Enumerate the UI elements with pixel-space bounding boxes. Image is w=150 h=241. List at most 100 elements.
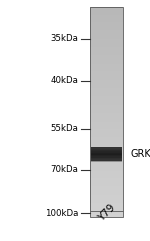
Bar [90, 166, 123, 167]
Bar [90, 214, 123, 215]
Bar [90, 63, 123, 64]
Bar [90, 179, 123, 180]
Bar [91, 160, 122, 161]
Bar [90, 156, 123, 157]
Bar [90, 211, 123, 212]
Bar [90, 158, 123, 159]
Bar [90, 190, 123, 191]
Bar [91, 148, 122, 149]
Bar [90, 178, 123, 179]
Bar [91, 159, 122, 160]
Bar [91, 156, 122, 157]
Bar [90, 52, 123, 53]
Bar [90, 167, 123, 168]
Bar [90, 42, 123, 43]
Bar [90, 104, 123, 105]
Bar [91, 152, 122, 153]
Text: Y79: Y79 [97, 202, 118, 223]
Bar [90, 35, 123, 37]
Bar [91, 154, 122, 155]
Bar [91, 161, 122, 162]
Bar [90, 139, 123, 140]
Bar [90, 87, 123, 88]
Bar [90, 8, 123, 9]
Bar [90, 184, 123, 186]
Bar [90, 7, 123, 217]
Text: 55kDa: 55kDa [50, 124, 78, 134]
Bar [90, 126, 123, 127]
Bar [90, 68, 123, 69]
Bar [90, 120, 123, 121]
Bar [90, 65, 123, 66]
Bar [90, 115, 123, 116]
Bar [90, 55, 123, 56]
Bar [90, 77, 123, 79]
Bar [90, 119, 123, 120]
Bar [90, 133, 123, 134]
Text: GRK1: GRK1 [130, 149, 150, 159]
Bar [90, 28, 123, 29]
Bar [90, 76, 123, 77]
Bar [90, 164, 123, 166]
Bar [90, 7, 123, 8]
Bar [90, 18, 123, 19]
Bar [90, 205, 123, 206]
Bar [90, 24, 123, 25]
Bar [90, 136, 123, 137]
Bar [90, 50, 123, 51]
Bar [90, 168, 123, 169]
Bar [90, 151, 123, 152]
Bar [90, 110, 123, 111]
Bar [90, 29, 123, 30]
Bar [90, 46, 123, 47]
Bar [90, 127, 123, 128]
Bar [91, 158, 122, 159]
Bar [90, 208, 123, 210]
Bar [90, 109, 123, 110]
Bar [90, 131, 123, 132]
Bar [90, 180, 123, 181]
Bar [90, 73, 123, 74]
Bar [90, 189, 123, 190]
Bar [90, 10, 123, 11]
Bar [90, 148, 123, 149]
Bar [90, 183, 123, 184]
Bar [90, 199, 123, 200]
Bar [90, 106, 123, 107]
Bar [90, 95, 123, 96]
Bar [90, 66, 123, 67]
Bar [90, 80, 123, 82]
Bar [90, 157, 123, 158]
Bar [90, 9, 123, 10]
Bar [90, 94, 123, 95]
Bar [91, 154, 122, 155]
Text: 35kDa: 35kDa [50, 34, 78, 43]
Bar [90, 173, 123, 174]
Bar [91, 151, 122, 152]
Bar [90, 47, 123, 48]
Bar [90, 187, 123, 189]
Bar [90, 203, 123, 204]
Bar [91, 150, 122, 151]
Bar [90, 111, 123, 112]
Bar [90, 83, 123, 84]
Bar [91, 153, 122, 154]
Bar [90, 30, 123, 31]
Bar [90, 103, 123, 104]
Bar [90, 162, 123, 163]
Bar [91, 147, 122, 161]
Bar [90, 105, 123, 106]
Bar [90, 112, 123, 113]
Bar [90, 122, 123, 124]
Text: 100kDa: 100kDa [45, 209, 78, 218]
Bar [90, 25, 123, 26]
Bar [90, 14, 123, 16]
Bar [90, 53, 123, 54]
Bar [90, 154, 123, 155]
Bar [90, 204, 123, 205]
Bar [90, 85, 123, 86]
Bar [90, 43, 123, 44]
Bar [90, 174, 123, 175]
Bar [90, 159, 123, 160]
Bar [90, 88, 123, 89]
